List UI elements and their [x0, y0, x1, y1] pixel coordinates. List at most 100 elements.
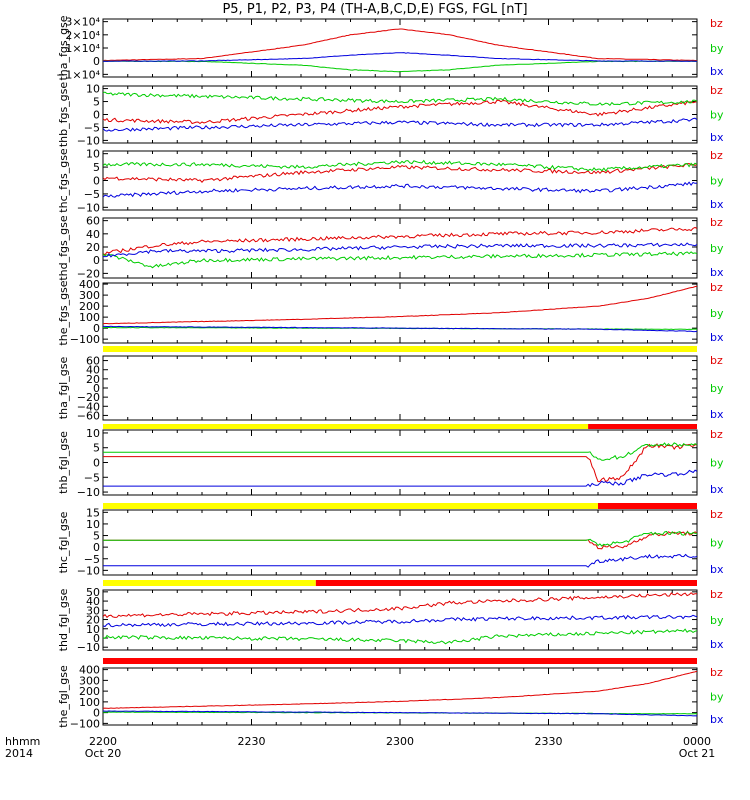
legend-bx: bx	[710, 131, 724, 144]
legend-bz: bz	[710, 216, 723, 229]
y-tick-label: 0	[93, 541, 100, 554]
y-tick-label: −100	[70, 717, 100, 730]
y-tick-label: 100	[79, 696, 100, 709]
y-tick-label: 0	[93, 175, 100, 188]
y-tick-label: 5	[93, 442, 100, 455]
y-tick-label: 100	[79, 311, 100, 324]
y-tick-label: −5	[84, 188, 100, 201]
x-tick-label: 2330	[535, 735, 563, 748]
y-tick-label: 200	[79, 685, 100, 698]
legend-bx: bx	[710, 408, 724, 421]
legend-by: by	[710, 457, 724, 470]
series-bz-line	[103, 162, 697, 183]
series-by-line	[103, 628, 697, 645]
mode-bar-segment	[103, 580, 316, 586]
mode-bar-segment	[315, 580, 697, 586]
legend-by: by	[710, 175, 724, 188]
y-tick-label: 400	[79, 278, 100, 291]
panel-frame	[102, 429, 698, 496]
mode-bar-segment	[588, 424, 697, 429]
y-tick-label: 40	[86, 364, 100, 377]
legend-bz: bz	[710, 84, 723, 97]
legend-by: by	[710, 382, 724, 395]
y-axis-label: thb_fgs_gse	[57, 82, 70, 148]
y-tick-label: 5	[93, 161, 100, 174]
mode-bar-segment	[103, 424, 589, 429]
y-tick-label: 3×10⁴	[65, 16, 100, 29]
y-tick-label: 10	[86, 518, 100, 531]
series-bx-line	[103, 181, 697, 198]
series-bz-line	[103, 670, 697, 709]
y-tick-label: 0	[93, 109, 100, 122]
legend-bz: bz	[710, 508, 723, 521]
series-bz-line	[103, 28, 697, 62]
y-tick-label: 50	[86, 586, 100, 599]
y-tick-label: 40	[86, 595, 100, 608]
y-tick-label: 20	[86, 373, 100, 386]
y-tick-label: 300	[79, 289, 100, 302]
series-bx-line	[103, 242, 697, 258]
y-axis-label: thb_fgl_gse	[57, 431, 70, 494]
x-tick-label: 0000	[683, 735, 711, 748]
y-tick-label: 20	[86, 614, 100, 627]
y-tick-label: 2×10⁴	[65, 29, 100, 42]
y-tick-label: −10	[77, 641, 100, 654]
legend-bx: bx	[710, 638, 724, 651]
y-tick-label: 300	[79, 674, 100, 687]
y-tick-label: −60	[77, 409, 100, 422]
x-row-label-year: 2014	[5, 747, 33, 760]
series-bx-line	[103, 52, 697, 62]
series-bz-line	[103, 443, 697, 483]
panel-frame	[102, 355, 698, 421]
legend-bz: bz	[710, 354, 723, 367]
x-date-label: Oct 21	[679, 747, 716, 760]
y-axis-label: tha_fgl_gse	[57, 357, 70, 420]
series-bx-line	[103, 614, 697, 628]
legend-by: by	[710, 242, 724, 255]
y-tick-label: −10	[77, 486, 100, 499]
panel-thb_fgl_gse: 10 5 0−5 −10 thb_fgl_gse bz by bx	[57, 427, 724, 499]
x-tick-label: 2200	[89, 735, 117, 748]
y-tick-label: 40	[86, 228, 100, 241]
y-tick-label: 0	[93, 632, 100, 645]
legend-bz: bz	[710, 666, 723, 679]
legend-bx: bx	[710, 198, 724, 211]
y-axis-label: thd_fgs_gse	[57, 215, 70, 281]
y-tick-label: 20	[86, 241, 100, 254]
legend-bx: bx	[710, 65, 724, 78]
panel-frame	[102, 667, 698, 726]
series-bx-line	[103, 325, 697, 333]
legend-bz: bz	[710, 17, 723, 30]
mode-bar-segment	[103, 346, 697, 352]
mode-bar-segment	[103, 658, 697, 664]
y-tick-label: 15	[86, 506, 100, 519]
y-tick-label: 30	[86, 604, 100, 617]
y-tick-label: 1×10⁴	[65, 42, 100, 55]
y-axis-label: thc_fgs_gse	[57, 148, 70, 213]
y-tick-label: −10	[77, 134, 100, 147]
legend-bx: bx	[710, 713, 724, 726]
y-tick-label: 10	[86, 83, 100, 96]
x-tick-label: 2300	[386, 735, 414, 748]
y-tick-label: 0	[93, 55, 100, 68]
mode-bar-segment	[598, 503, 697, 509]
y-tick-label: −5	[84, 553, 100, 566]
y-tick-label: −10	[77, 564, 100, 577]
series-bz-line	[103, 285, 697, 325]
legend-bz: bz	[710, 428, 723, 441]
y-tick-label: −5	[84, 121, 100, 134]
legend-bx: bx	[710, 483, 724, 496]
y-tick-label: −20	[77, 391, 100, 404]
y-tick-label: 5	[93, 96, 100, 109]
series-by-line	[103, 530, 697, 547]
legend-by: by	[710, 307, 724, 320]
y-tick-label: −100	[70, 333, 100, 346]
